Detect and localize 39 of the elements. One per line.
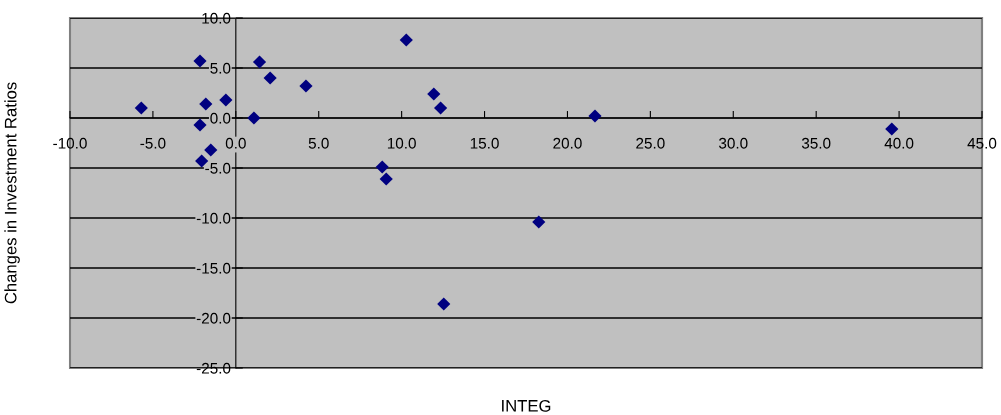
- y-tick-label: -15.0: [196, 262, 231, 274]
- point: [379, 172, 393, 186]
- y-tick-label: 5.0: [210, 62, 231, 74]
- y-tick-label: 0.0: [210, 112, 231, 124]
- y-tick-label: -5.0: [205, 162, 231, 174]
- x-tick-label: 10.0: [387, 137, 416, 149]
- x-tick-label: 5.0: [308, 137, 329, 149]
- point: [434, 101, 448, 115]
- x-tick-label: 45.0: [967, 137, 997, 149]
- point: [134, 101, 148, 115]
- x-tick-label: 0.0: [225, 137, 246, 149]
- point: [193, 54, 207, 68]
- y-tick-label: -10.0: [196, 212, 231, 224]
- y-axis-title: Changes in Investment Ratios: [4, 82, 20, 304]
- y-tick-label: -20.0: [196, 312, 231, 324]
- point: [219, 93, 233, 107]
- point: [204, 143, 218, 157]
- x-tick-label: 35.0: [801, 137, 831, 149]
- x-tick-label: 30.0: [718, 137, 748, 149]
- point: [885, 122, 899, 136]
- point: [427, 87, 441, 101]
- point: [532, 215, 546, 229]
- x-axis-title: INTEG: [502, 399, 551, 412]
- point: [299, 79, 313, 93]
- point: [437, 297, 451, 311]
- point: [199, 97, 213, 111]
- point: [399, 33, 413, 47]
- x-tick-label: 40.0: [884, 137, 914, 149]
- point: [263, 71, 277, 85]
- point: [375, 160, 389, 174]
- x-tick-label: -5.0: [140, 137, 166, 149]
- point: [193, 118, 207, 132]
- x-tick-label: 25.0: [636, 137, 665, 149]
- x-tick-label: 20.0: [553, 137, 582, 149]
- x-tick-label: 15.0: [470, 137, 499, 149]
- point: [252, 55, 267, 69]
- x-tick-label: -10.0: [53, 137, 87, 149]
- point: [588, 109, 602, 123]
- point: [247, 111, 261, 125]
